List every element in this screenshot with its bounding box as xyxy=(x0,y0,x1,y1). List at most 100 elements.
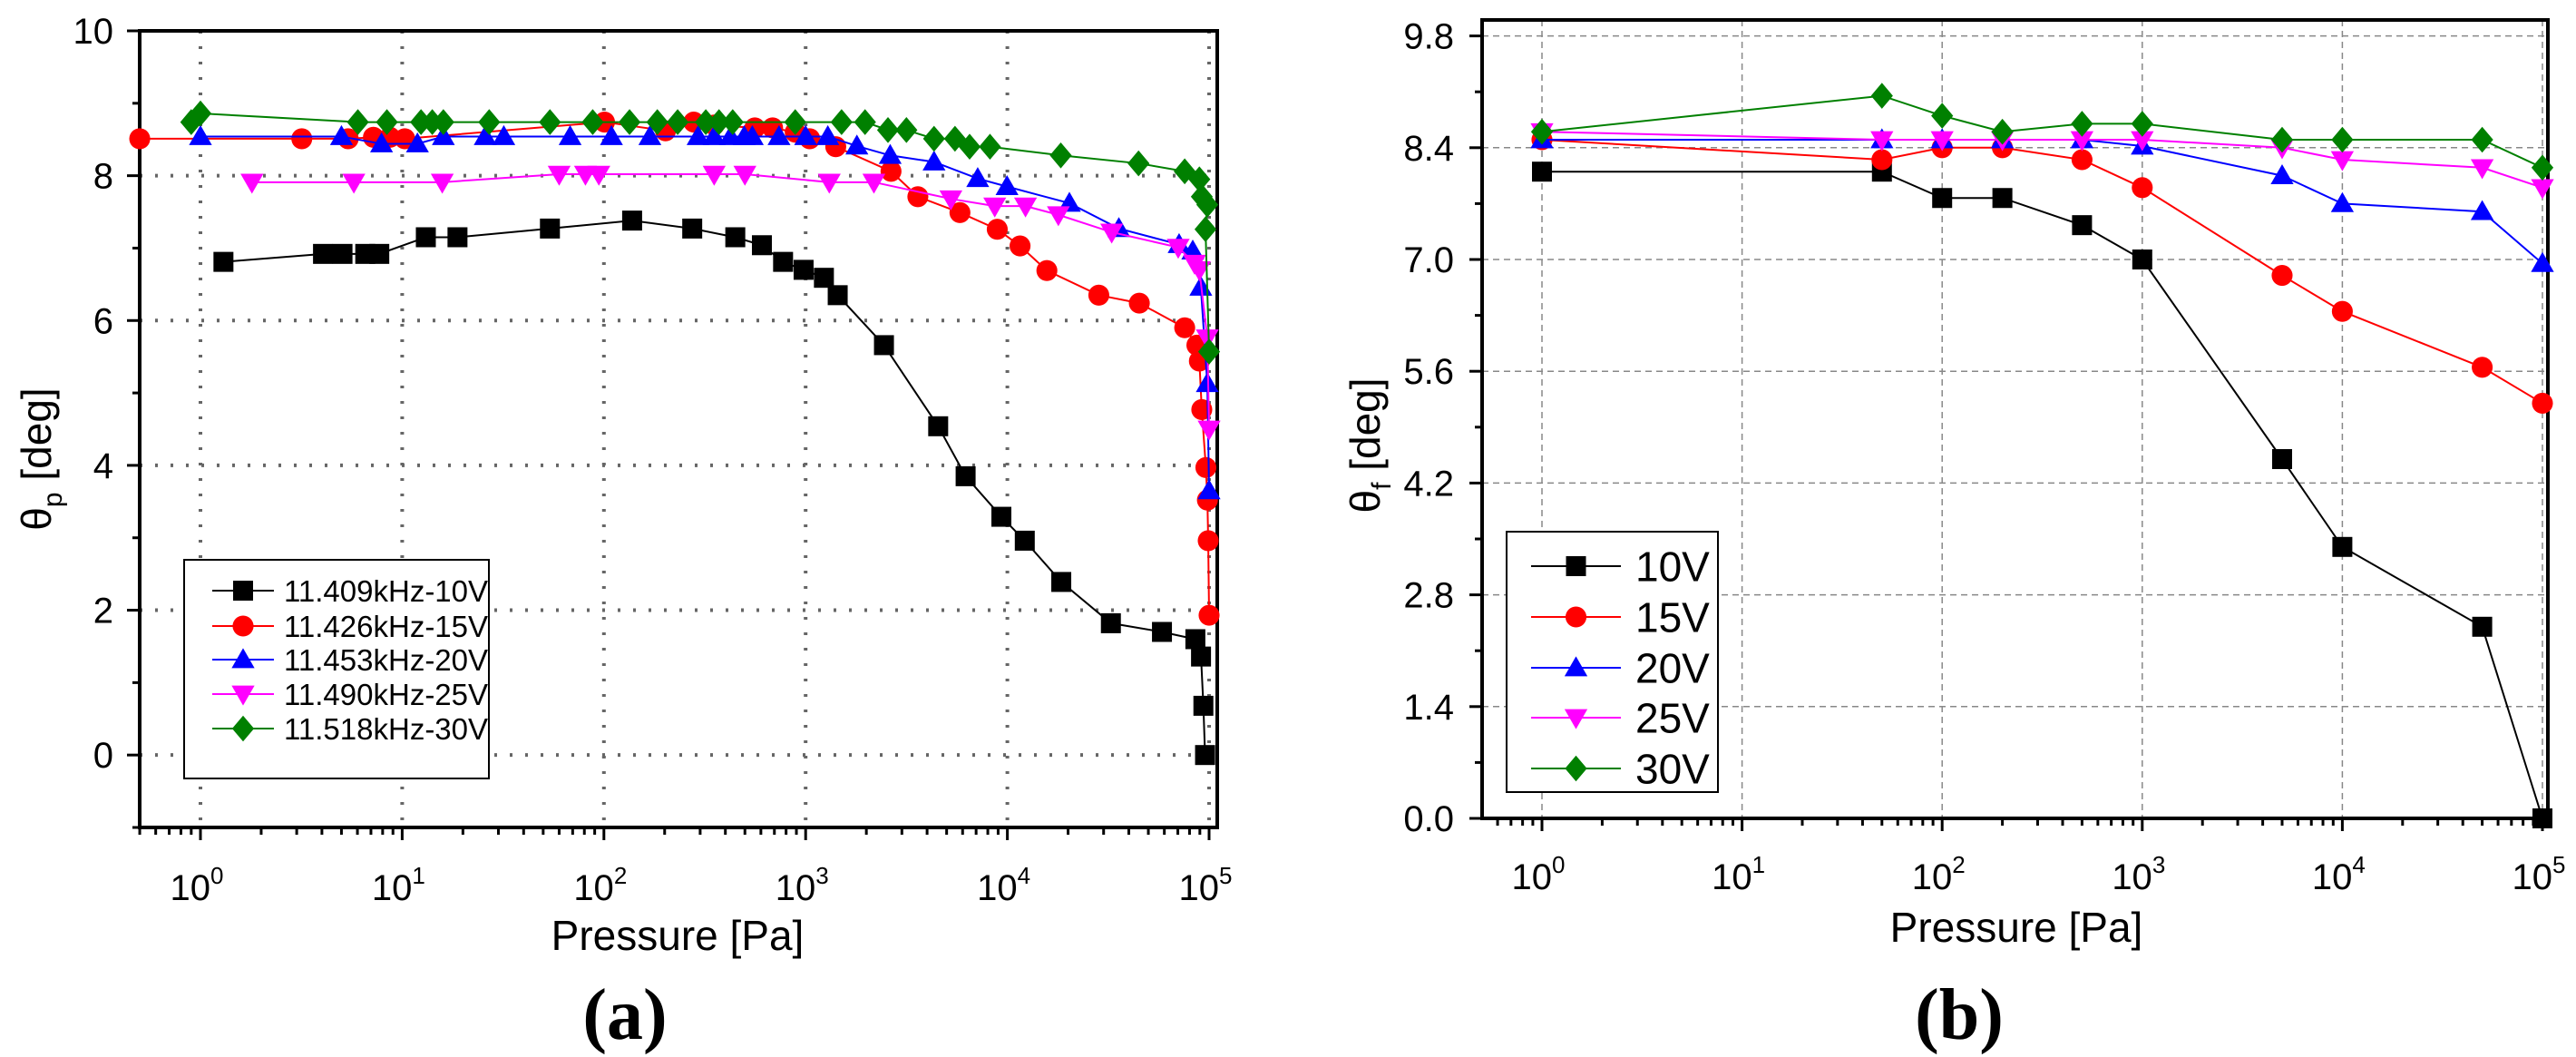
data-point xyxy=(415,227,436,248)
x-tick-base: 10 xyxy=(171,868,211,908)
data-point xyxy=(949,201,971,223)
data-point xyxy=(2330,191,2355,212)
data-point xyxy=(966,167,990,188)
legend-marker xyxy=(231,685,255,706)
y-tick-label: 0 xyxy=(93,736,113,776)
data-point xyxy=(1194,216,1217,243)
data-point xyxy=(189,124,212,145)
x-tick-label: 102 xyxy=(573,862,627,908)
x-tick-label: 100 xyxy=(1512,851,1566,897)
legend-marker xyxy=(231,715,255,742)
data-point xyxy=(733,165,756,186)
data-point xyxy=(600,124,623,145)
data-point xyxy=(1088,284,1109,306)
data-point xyxy=(1870,131,1894,152)
data-point xyxy=(793,259,814,280)
data-point xyxy=(995,174,1019,195)
series-line xyxy=(223,220,1206,756)
data-point xyxy=(873,335,894,356)
data-point xyxy=(1195,456,1217,478)
legend: 11.409kHz-10V11.426kHz-15V11.453kHz-20V1… xyxy=(183,559,490,779)
series-line xyxy=(1541,131,2543,189)
x-tick-base: 10 xyxy=(776,868,816,908)
x-tick-label: 104 xyxy=(2312,851,2366,897)
x-tick-exponent: 4 xyxy=(1018,862,1030,889)
data-point xyxy=(2471,126,2493,153)
data-point xyxy=(558,124,582,145)
y-tick-label: 9.8 xyxy=(1403,17,1454,57)
data-point xyxy=(189,100,212,127)
data-point xyxy=(815,124,840,145)
legend-label: 15V xyxy=(1635,594,1710,641)
data-point xyxy=(721,109,744,135)
panel-label: (a) xyxy=(582,975,667,1055)
data-point xyxy=(878,143,903,164)
data-point xyxy=(1051,572,1072,592)
data-point xyxy=(862,173,886,194)
x-tick-label: 103 xyxy=(2112,851,2165,897)
x-tick-exponent: 2 xyxy=(614,862,627,889)
data-point xyxy=(492,124,516,145)
legend-label: 11.490kHz-25V xyxy=(284,678,488,711)
x-tick-label: 101 xyxy=(372,862,425,908)
data-point xyxy=(702,124,727,145)
x-tick-exponent: 4 xyxy=(2352,851,2365,878)
data-point xyxy=(876,117,900,143)
data-point xyxy=(1049,142,1072,169)
data-point xyxy=(1174,317,1195,338)
data-point xyxy=(447,227,468,248)
data-point xyxy=(1013,197,1038,218)
x-tick-base: 10 xyxy=(372,868,413,908)
data-point xyxy=(1532,161,1552,182)
y-axis-symbol: θ xyxy=(1342,490,1389,514)
x-tick-base: 10 xyxy=(1912,857,1953,897)
x-tick-label: 100 xyxy=(171,862,224,908)
plot-frame xyxy=(1480,18,2550,820)
legend-label: 30V xyxy=(1635,746,1710,793)
data-point xyxy=(291,128,313,150)
legend-marker xyxy=(1565,606,1587,628)
data-point xyxy=(1166,239,1190,259)
data-point xyxy=(2072,215,2093,236)
data-point xyxy=(638,124,662,145)
y-axis-subscript: p xyxy=(38,492,68,507)
data-point xyxy=(1191,646,1212,667)
data-point xyxy=(702,165,727,186)
x-axis-title: Pressure [Pa] xyxy=(1890,904,2143,951)
data-point xyxy=(1036,259,1058,281)
data-point xyxy=(2532,808,2552,828)
y-tick-label: 4 xyxy=(93,446,113,486)
data-point xyxy=(2071,149,2093,171)
data-point xyxy=(928,416,949,436)
data-point xyxy=(686,124,710,145)
data-point xyxy=(922,150,946,171)
data-point xyxy=(880,161,902,182)
data-point xyxy=(1991,118,2014,145)
data-point xyxy=(2531,154,2554,181)
data-point xyxy=(1188,166,1211,192)
data-point xyxy=(421,109,444,135)
x-tick-exponent: 0 xyxy=(1552,851,1565,878)
series-10V xyxy=(1532,161,2552,828)
data-point xyxy=(1181,239,1205,259)
y-tick-label: 8 xyxy=(93,157,113,197)
series-11.518kHz-30V xyxy=(180,100,1221,365)
data-point xyxy=(2531,251,2554,272)
data-point xyxy=(2331,126,2354,153)
x-axis-title: Pressure [Pa] xyxy=(551,912,805,959)
series-line xyxy=(1542,139,2543,265)
series-25V xyxy=(1530,122,2554,200)
y-tick-label: 2 xyxy=(93,592,113,631)
data-point xyxy=(1992,188,2013,209)
legend-marker xyxy=(1564,709,1588,729)
data-point xyxy=(2330,151,2355,171)
x-tick-exponent: 5 xyxy=(1219,862,1232,889)
data-point xyxy=(432,109,454,135)
data-point xyxy=(342,173,366,194)
y-axis-unit: [deg] xyxy=(13,387,60,492)
x-tick-label: 105 xyxy=(1179,862,1233,908)
plot-frame xyxy=(138,29,1219,829)
